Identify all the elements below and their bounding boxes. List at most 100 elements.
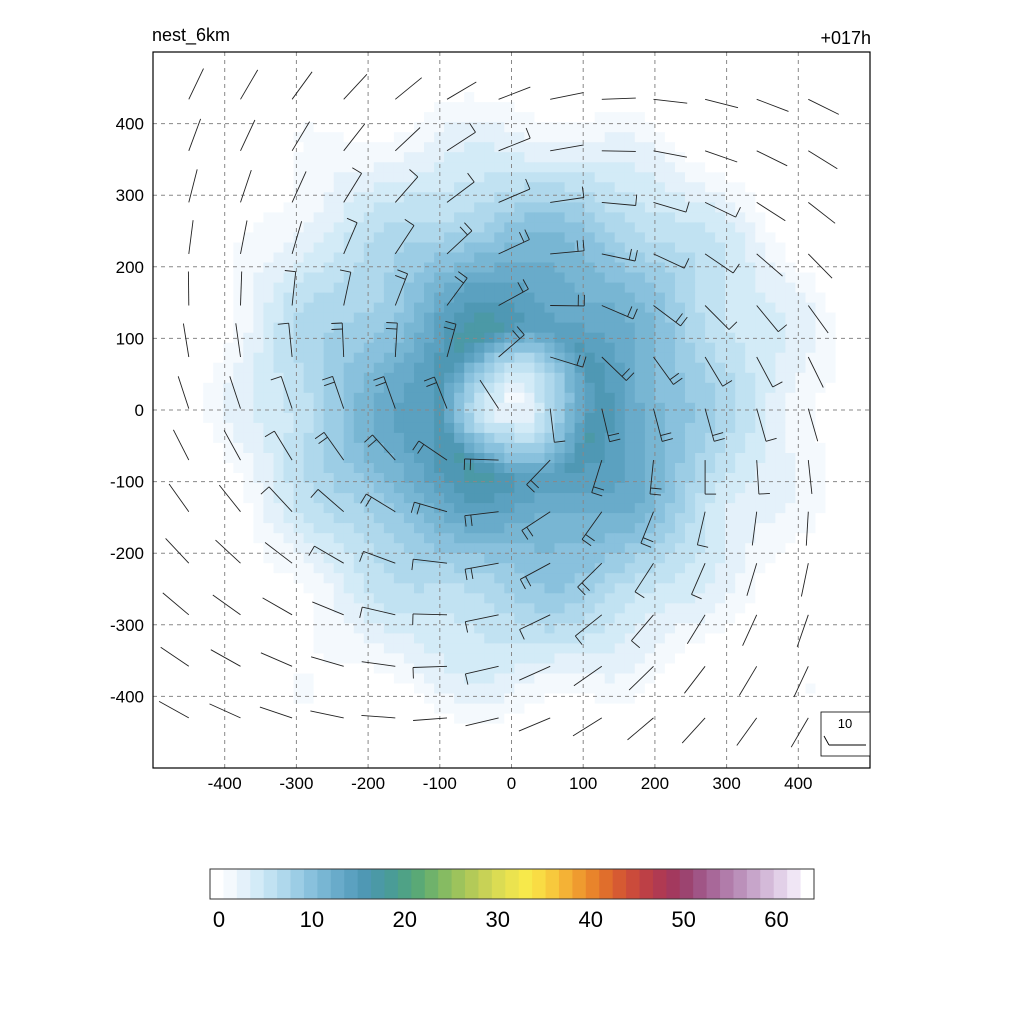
wind-barb <box>188 118 202 151</box>
field-cell <box>484 202 495 213</box>
field-cell <box>424 453 435 464</box>
field-cell <box>464 202 475 213</box>
field-cell <box>695 763 706 768</box>
field-cell <box>263 573 274 584</box>
field-cell <box>293 663 305 675</box>
field-cell <box>524 663 535 675</box>
field-cell <box>454 192 465 203</box>
field-cell <box>323 382 335 394</box>
colorbar-cell <box>599 869 614 899</box>
field-cell <box>494 593 505 604</box>
field-cell <box>313 613 325 624</box>
field-cell <box>464 142 475 153</box>
field-cell <box>263 212 274 223</box>
field-cell <box>303 212 315 223</box>
field-cell <box>333 262 345 274</box>
field-cell <box>604 282 616 294</box>
field-cell <box>594 563 606 574</box>
wind-barb <box>343 73 368 100</box>
field-cell <box>524 493 535 504</box>
field-cell <box>735 763 746 768</box>
field-cell <box>494 212 505 223</box>
field-cell <box>424 583 435 594</box>
field-cell <box>474 402 485 414</box>
field-cell <box>243 362 254 374</box>
field-cell <box>705 232 716 243</box>
colorbar-cell <box>626 869 641 899</box>
wind-barb <box>446 271 468 306</box>
field-cell <box>333 202 345 213</box>
field-cell <box>554 252 566 264</box>
field-cell <box>303 152 315 163</box>
wind-barb <box>684 666 706 694</box>
field-cell <box>554 362 566 374</box>
field-cell <box>564 673 576 685</box>
field-cell <box>514 483 525 494</box>
field-cell <box>705 453 716 464</box>
field-cell <box>775 703 786 715</box>
field-cell <box>564 372 576 384</box>
field-cell <box>263 693 274 705</box>
field-cell <box>263 352 274 364</box>
field-cell <box>403 202 415 213</box>
field-cell <box>634 533 646 544</box>
field-cell <box>584 352 596 364</box>
field-cell <box>705 432 716 444</box>
field-cell <box>393 152 405 163</box>
field-cell <box>393 463 405 474</box>
field-cell <box>865 593 870 604</box>
field-cell <box>614 663 626 675</box>
field-cell <box>554 703 566 715</box>
colorbar-cell <box>572 869 587 899</box>
field-cell <box>464 302 475 314</box>
wind-barb <box>177 376 190 409</box>
field-cell <box>815 272 827 284</box>
field-cell <box>464 82 475 93</box>
field-cell <box>675 172 686 183</box>
field-cell <box>474 723 485 735</box>
field-cell <box>514 382 525 394</box>
field-cell <box>363 202 375 213</box>
field-cell <box>825 342 837 354</box>
field-cell <box>845 372 857 384</box>
field-cell <box>634 683 646 695</box>
field-cell <box>414 362 425 374</box>
wind-barb <box>291 221 303 255</box>
field-cell <box>484 442 495 454</box>
field-cell <box>434 212 445 223</box>
field-cell <box>444 442 455 454</box>
field-cell <box>333 593 345 604</box>
field-cell <box>313 563 325 574</box>
field-cell <box>524 262 535 274</box>
field-cell <box>514 242 525 254</box>
wind-barb <box>277 322 293 358</box>
field-cell <box>554 332 566 344</box>
field-cell <box>273 352 285 364</box>
field-cell <box>745 453 756 464</box>
field-cell <box>725 172 736 183</box>
field-cell <box>514 703 525 715</box>
field-cell <box>303 142 315 153</box>
field-cell <box>273 202 285 213</box>
field-cell <box>343 673 355 685</box>
field-cell <box>614 473 626 484</box>
field-cell <box>353 142 365 153</box>
field-cell <box>825 483 837 494</box>
field-cell <box>675 573 686 584</box>
field-cell <box>755 523 766 534</box>
field-cell <box>494 523 505 534</box>
field-cell <box>323 463 335 474</box>
field-cell <box>675 623 686 634</box>
field-cell <box>554 172 566 183</box>
field-cell <box>634 613 646 624</box>
field-cell <box>454 643 465 654</box>
field-cell <box>634 432 646 444</box>
field-cell <box>785 352 796 364</box>
field-cell <box>424 653 435 664</box>
field-cell <box>484 723 495 735</box>
field-cell <box>373 523 385 534</box>
field-cell <box>514 603 525 614</box>
wind-barb <box>628 665 654 691</box>
field-cell <box>624 673 636 685</box>
field-cell <box>303 463 315 474</box>
